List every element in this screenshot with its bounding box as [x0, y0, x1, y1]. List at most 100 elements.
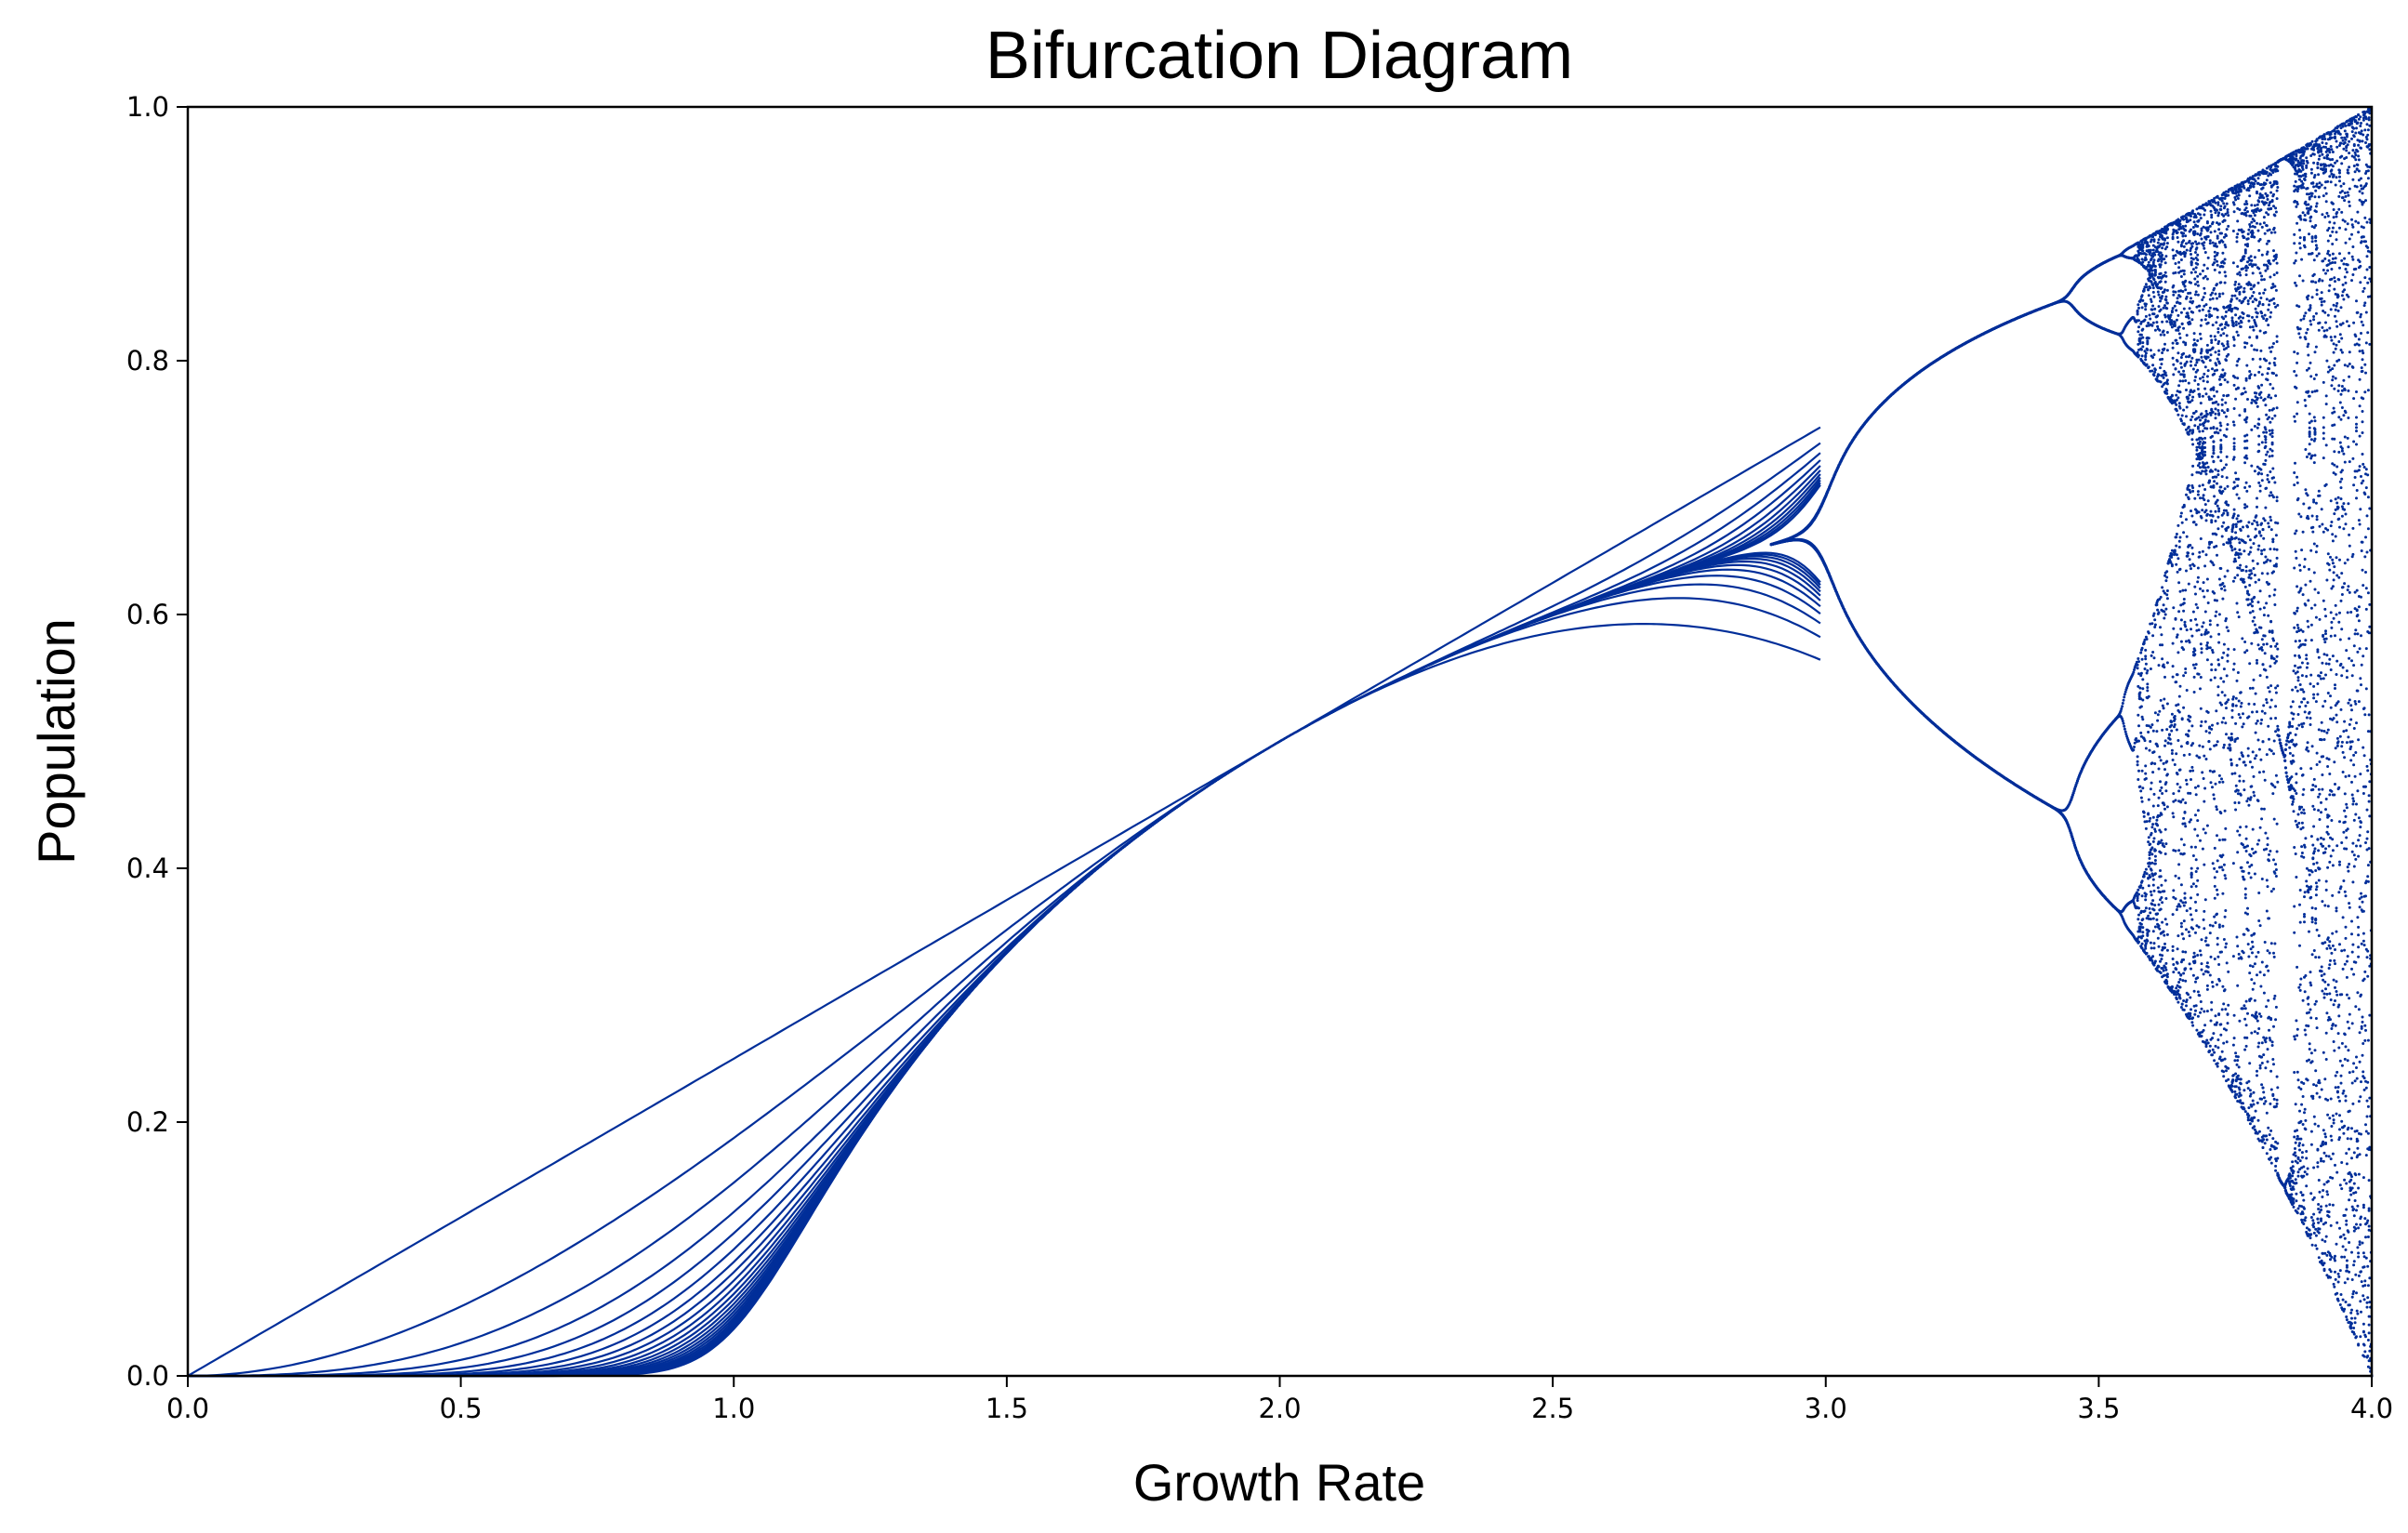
bifurcation-point [2144, 892, 2148, 896]
bifurcation-point [2159, 698, 2163, 702]
bifurcation-point [2175, 309, 2178, 312]
bifurcation-point [2153, 307, 2157, 311]
bifurcation-point [2145, 363, 2149, 366]
bifurcation-point [2136, 312, 2139, 316]
bifurcation-curve [188, 583, 1821, 1378]
bifurcation-point [2172, 257, 2176, 260]
bifurcation-point [2163, 288, 2166, 292]
bifurcation-curve [188, 557, 1821, 1378]
bifurcation-point [2176, 396, 2180, 400]
bifurcation-point [2140, 646, 2144, 650]
bifurcation-point [2145, 951, 2149, 955]
bifurcation-point [2141, 341, 2145, 345]
bifurcation-point [2177, 402, 2181, 405]
bifurcation-point [2146, 686, 2150, 689]
bifurcation-point [2156, 886, 2160, 890]
bifurcation-point [2147, 260, 2150, 264]
bifurcation-point [2144, 764, 2148, 768]
bifurcation-point [2174, 874, 2177, 878]
bifurcation-point [2162, 663, 2165, 667]
bifurcation-point [2161, 643, 2164, 647]
bifurcation-point [2157, 664, 2161, 667]
bifurcation-point [2139, 333, 2143, 337]
bifurcation-point [2147, 836, 2150, 839]
bifurcation-point [2143, 318, 2147, 322]
bifurcation-point [2123, 727, 2126, 731]
bifurcation-point [2147, 930, 2150, 932]
bifurcation-point [2150, 300, 2153, 303]
bifurcation-point [2160, 786, 2163, 789]
bifurcation-point [2153, 762, 2157, 765]
bifurcation-curve [187, 426, 1821, 1377]
bifurcation-point [2176, 413, 2180, 416]
bifurcation-point [2158, 709, 2162, 713]
bifurcation-point [2153, 925, 2157, 929]
bifurcation-point [2172, 627, 2176, 630]
bifurcation-point [2176, 360, 2179, 363]
bifurcation-point [2146, 348, 2150, 351]
bifurcation-point [2165, 728, 2169, 732]
bifurcation-point [2165, 597, 2169, 601]
bifurcation-point [2151, 955, 2155, 958]
bifurcation-point [2163, 945, 2166, 949]
bifurcation-point [2176, 651, 2180, 654]
bifurcation-point [2147, 337, 2150, 340]
bifurcation-point [2177, 581, 2181, 585]
bifurcation-point [2170, 393, 2174, 397]
bifurcation-point [2150, 903, 2154, 906]
bifurcation-point [2153, 273, 2157, 277]
bifurcation-point [2176, 570, 2179, 574]
bifurcation-point [2163, 845, 2166, 849]
bifurcation-point [2140, 769, 2144, 773]
bifurcation-point [2123, 693, 2126, 696]
bifurcation-point [2146, 339, 2150, 343]
bifurcation-point [2175, 968, 2178, 971]
bifurcation-point [2151, 815, 2155, 819]
bifurcation-point [2144, 283, 2148, 286]
bifurcation-point [2175, 998, 2178, 1001]
bifurcation-point [2160, 958, 2163, 961]
bifurcation-point [2147, 798, 2150, 801]
bifurcation-point [2146, 939, 2150, 943]
bifurcation-point [2144, 648, 2148, 652]
bifurcation-point [2169, 742, 2173, 746]
bifurcation-point [2148, 853, 2151, 857]
bifurcation-point [2163, 610, 2166, 614]
bifurcation-point [2164, 607, 2168, 611]
bifurcation-point [2170, 310, 2174, 312]
bifurcation-point [2165, 922, 2169, 926]
bifurcation-point [2151, 290, 2155, 294]
bifurcation-point [2165, 242, 2169, 245]
bifurcation-point [2174, 897, 2177, 901]
bifurcation-point [2165, 245, 2169, 249]
bifurcation-point [2174, 849, 2177, 852]
bifurcation-point [2172, 373, 2176, 377]
bifurcation-point [2141, 298, 2145, 302]
bifurcation-point [2144, 747, 2148, 750]
bifurcation-point [2121, 702, 2124, 705]
bifurcation-point [2152, 837, 2156, 840]
bifurcation-point [2159, 759, 2163, 762]
bifurcation-point [2159, 366, 2162, 370]
bifurcation-point [2164, 298, 2168, 302]
bifurcation-point [2161, 704, 2164, 707]
bifurcation-point [2148, 313, 2151, 317]
bifurcation-point [2122, 721, 2125, 725]
bifurcation-point [2176, 782, 2179, 786]
bifurcation-point [2164, 789, 2168, 793]
bifurcation-point [2162, 761, 2165, 765]
bifurcation-point [2163, 242, 2166, 245]
bifurcation-point [2153, 618, 2157, 622]
bifurcation-point [2165, 980, 2169, 984]
bifurcation-point [2150, 846, 2154, 850]
bifurcation-point [2172, 284, 2176, 287]
bifurcation-point [2135, 737, 2138, 740]
bifurcation-point [2153, 872, 2157, 876]
bifurcation-point [2156, 745, 2160, 748]
bifurcation-point [2144, 351, 2148, 355]
bifurcation-point [2143, 667, 2147, 670]
bifurcation-point [2160, 363, 2163, 366]
bifurcation-point [2174, 367, 2177, 371]
bifurcation-point [2163, 827, 2167, 831]
bifurcation-point [2177, 325, 2181, 329]
